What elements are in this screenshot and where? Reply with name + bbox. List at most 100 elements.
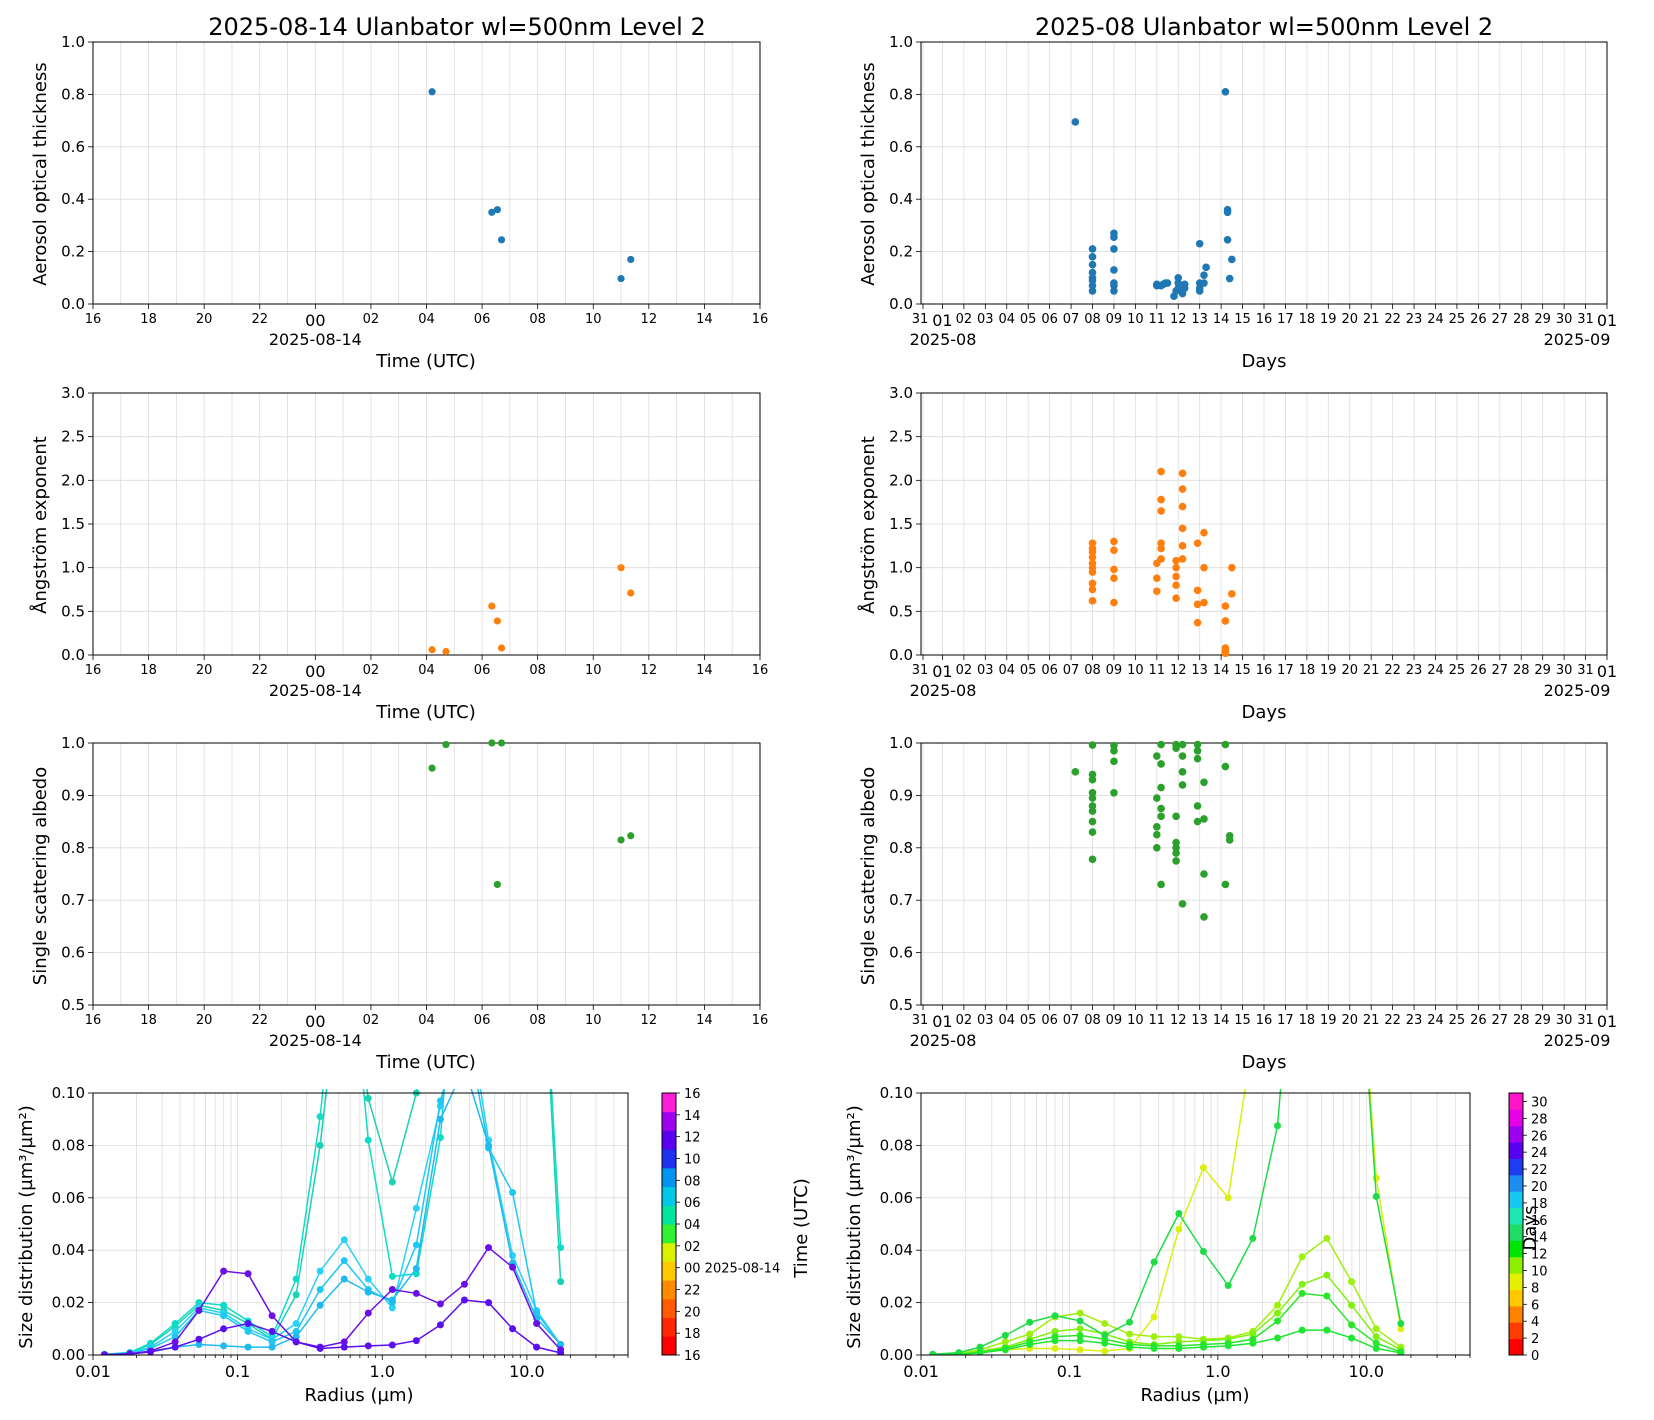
y-tick-label: 0.5	[61, 602, 85, 620]
title-left: 2025-08-14 Ulanbator wl=500nm Level 2	[208, 13, 705, 41]
series-point	[171, 1320, 179, 1328]
x-sub-label: 2025-09	[1544, 681, 1611, 700]
x-tick-label: 12	[1170, 1013, 1187, 1028]
colorbar-tick-label: 06	[684, 1196, 701, 1211]
series-point	[1298, 1280, 1306, 1288]
x-tick-label: 27	[1492, 312, 1509, 327]
panel-4: 0.5 0.6 0.7 0.8 0.9 1.0 16 18 20 22 00 02 04 06 08 10 12…	[61, 734, 768, 1050]
series-point	[509, 1037, 516, 1044]
series-point	[1175, 1210, 1183, 1218]
x-tick-label: 24	[1427, 312, 1444, 327]
series-point	[1274, 1122, 1282, 1130]
series-point	[1274, 1301, 1282, 1309]
x-tick-label: 05	[1020, 663, 1037, 678]
y-tick-label: 0.00	[52, 1346, 85, 1364]
data-point	[1088, 788, 1097, 797]
data-point	[428, 646, 436, 654]
x-tick-label: 05	[1020, 1013, 1037, 1028]
x-tick-label: 24	[1427, 663, 1444, 678]
colorbar-segment	[1509, 1256, 1523, 1274]
x-tick-label: 23	[1406, 1013, 1423, 1028]
title-right: 2025-08 Ulanbator wl=500nm Level 2	[1035, 13, 1493, 41]
colorbar-segment	[1509, 1322, 1523, 1340]
x-tick-label: 10	[585, 312, 602, 327]
x-tick-label: 30	[1556, 1013, 1573, 1028]
x-tick-label: 16	[1256, 312, 1273, 327]
x-tick-label: 20	[1341, 312, 1358, 327]
xlabel-ssa-days: Days	[1242, 1052, 1287, 1073]
colorbar-segment	[1509, 1174, 1523, 1192]
data-point	[488, 739, 496, 747]
x-tick-label: 30	[1556, 312, 1573, 327]
colorbar-segment	[1509, 1142, 1523, 1159]
y-tick-label: 0.6	[889, 138, 913, 156]
x-tick-label: 10	[585, 663, 602, 678]
x-tick-label: 18	[140, 312, 157, 327]
x-tick-label: 16	[1256, 663, 1273, 678]
series-point	[292, 1338, 300, 1346]
colorbar-tick-label: 20	[1531, 1180, 1548, 1195]
x-tick-label: 16	[1256, 1013, 1273, 1028]
series-point	[388, 1296, 396, 1304]
colorbar-segment	[662, 1336, 676, 1356]
colorbar-tick-label: 8	[1531, 1281, 1539, 1296]
x-tick-label: 17	[1277, 663, 1294, 678]
data-point	[488, 208, 496, 216]
y-tick-label: 1.0	[61, 559, 85, 577]
series-point	[1175, 1333, 1183, 1341]
y-tick-label: 2.0	[61, 471, 85, 489]
series-point	[341, 932, 348, 939]
x-tick-label: 15	[1234, 312, 1251, 327]
y-tick-label: 0.0	[889, 295, 913, 313]
x-tick-label: 15	[1234, 663, 1251, 678]
colorbar-segment	[662, 1205, 676, 1225]
series-point	[955, 1349, 963, 1355]
series-point	[1199, 1343, 1207, 1351]
x-tick-label: 08	[529, 1013, 546, 1028]
x-tick-label: 08	[529, 663, 546, 678]
series-point	[557, 1349, 565, 1355]
colorbar-tick-label: 14	[684, 1109, 701, 1124]
series-point	[460, 1280, 468, 1288]
x-tick-label: 12	[1170, 312, 1187, 327]
x-tick-label: 22	[251, 312, 268, 327]
series-point	[436, 1300, 444, 1308]
series-point	[340, 1275, 348, 1283]
y-tick-label: 0.8	[61, 85, 85, 103]
series-point	[268, 1327, 276, 1335]
series-line	[932, 1237, 1402, 1355]
data-point	[1153, 752, 1161, 760]
x-tick-label: 20	[1341, 663, 1358, 678]
y-tick-label: 2.5	[889, 428, 913, 446]
series-point	[244, 1327, 252, 1335]
colorbar-segment	[662, 1261, 676, 1281]
series-point	[292, 1291, 300, 1299]
series-point	[461, 1011, 468, 1018]
data-point	[1193, 618, 1202, 627]
x-tick-label: 01	[932, 311, 952, 330]
data-point	[1200, 778, 1208, 787]
data-point	[1172, 740, 1180, 749]
series-point	[364, 1094, 372, 1102]
series-point	[1076, 1337, 1084, 1345]
series-point	[1199, 1164, 1207, 1172]
data-point	[1200, 279, 1208, 287]
series-point	[1249, 1339, 1257, 1347]
series-point	[509, 1189, 517, 1197]
series-point	[1026, 1341, 1034, 1349]
data-point	[1153, 844, 1161, 852]
x-tick-label: 23	[1406, 663, 1423, 678]
x-tick-label: 02	[956, 312, 973, 327]
axes-frame	[920, 41, 1608, 305]
data-point	[1172, 849, 1180, 857]
y-tick-label: 2.0	[889, 471, 913, 489]
colorbar-segment	[1509, 1191, 1523, 1209]
x-tick-label: 06	[1041, 663, 1058, 678]
data-point	[1172, 563, 1180, 572]
data-point	[1088, 260, 1097, 269]
x-tick-label: 23	[1406, 312, 1423, 327]
data-point	[1172, 556, 1180, 565]
data-point	[617, 564, 625, 572]
series-point	[436, 1097, 444, 1105]
